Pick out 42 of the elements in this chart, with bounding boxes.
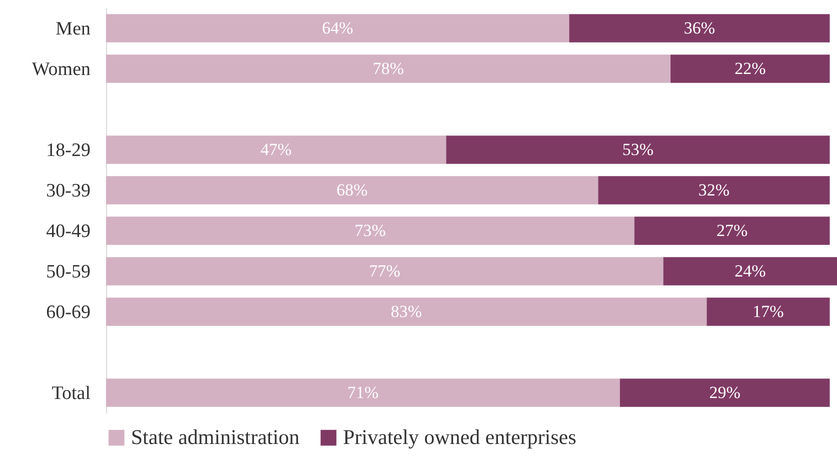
- bar: [706, 298, 830, 326]
- data-label: 27%: [716, 220, 748, 240]
- data-label: 32%: [698, 180, 730, 200]
- data-label: 24%: [734, 261, 766, 280]
- data-label: 68%: [336, 180, 368, 200]
- y-tick-label: Total: [52, 382, 90, 404]
- bar: [620, 378, 830, 407]
- data-label: 83%: [390, 302, 422, 321]
- data-label: 71%: [347, 382, 379, 402]
- bar: [106, 14, 570, 42]
- bar: [634, 216, 830, 245]
- bar: [446, 136, 830, 164]
- bar: [106, 298, 707, 326]
- data-label: 22%: [734, 58, 766, 78]
- legend-label: Privately owned enterprises: [343, 424, 576, 449]
- y-tick-label: 18-29: [46, 140, 90, 161]
- data-label: 78%: [372, 58, 404, 78]
- data-label: 47%: [260, 140, 292, 159]
- bar: [106, 136, 446, 164]
- data-label: 77%: [369, 261, 400, 280]
- data-label: 73%: [354, 220, 386, 240]
- legend-label: State administration: [131, 424, 300, 449]
- y-tick-label: 40-49: [46, 220, 90, 242]
- bar: [106, 216, 634, 245]
- data-label: 53%: [622, 140, 654, 159]
- y-tick-label: 30-39: [46, 180, 90, 202]
- bar: [598, 176, 830, 204]
- bar: [106, 176, 598, 204]
- bar: [670, 54, 830, 83]
- y-tick-label: 50-59: [46, 261, 90, 282]
- data-label: 29%: [709, 382, 740, 402]
- data-label: 17%: [752, 302, 784, 321]
- bar: [663, 257, 837, 286]
- y-tick-label: Men: [56, 18, 91, 40]
- bar: [106, 378, 620, 407]
- bar: [106, 54, 671, 83]
- data-label: 36%: [684, 18, 716, 38]
- y-tick-label: 60-69: [46, 302, 90, 323]
- bar: [106, 257, 664, 286]
- y-tick-label: Women: [32, 58, 91, 80]
- bar: [569, 14, 830, 42]
- data-label: 64%: [322, 18, 354, 38]
